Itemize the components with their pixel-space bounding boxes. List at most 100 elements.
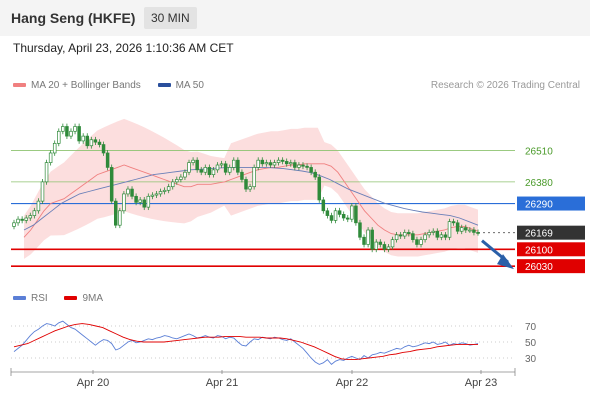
instrument-title: Hang Seng (HKFE) [11, 10, 136, 26]
candle [97, 139, 102, 148]
candle [317, 174, 322, 203]
legend-swatch-ma50 [157, 83, 171, 88]
candle [28, 212, 33, 221]
candle [203, 164, 208, 176]
candle [48, 150, 53, 166]
candle [289, 159, 293, 167]
candle [301, 162, 305, 170]
candle [329, 212, 334, 224]
level-label-26380: 26380 [525, 178, 553, 189]
candle [268, 159, 273, 168]
candle [52, 140, 57, 156]
candle [305, 163, 309, 171]
candle [36, 198, 41, 214]
candle [264, 159, 269, 167]
rsi-legend: RSI 9MA [13, 293, 117, 304]
candle [439, 231, 444, 241]
candle [199, 166, 203, 176]
legend-label-9ma: 9MA [82, 293, 104, 304]
candle [195, 157, 199, 173]
level-label-26169: 26169 [525, 229, 553, 240]
candle [370, 227, 374, 253]
legend-label-ma50: MA 50 [175, 80, 204, 91]
candle [20, 216, 24, 224]
candle [162, 187, 167, 195]
candle [109, 164, 114, 205]
candle [374, 239, 378, 253]
legend-item-9ma: 9MA [64, 293, 103, 304]
candle [191, 157, 195, 166]
level-label-26510: 26510 [525, 147, 553, 158]
candle [451, 218, 456, 226]
candle [321, 197, 326, 214]
candle [382, 241, 387, 253]
candle [402, 229, 407, 239]
candle [114, 198, 118, 229]
candle [260, 157, 265, 167]
candle [73, 123, 77, 135]
candle [69, 128, 73, 140]
candle [134, 193, 138, 206]
price-legend: MA 20 + Bollinger Bands MA 50 [13, 80, 218, 91]
rsi-9ma-line [13, 323, 478, 361]
candle [272, 159, 277, 168]
legend-swatch-rsi [13, 296, 26, 301]
candle [138, 197, 142, 206]
candle [40, 178, 45, 205]
rsi-tick-30: 30 [525, 354, 537, 365]
x-tick-label: Apr 20 [77, 377, 109, 389]
x-tick-label: Apr 22 [336, 377, 368, 389]
candle [394, 231, 399, 243]
legend-item-ma20: MA 20 + Bollinger Bands [13, 80, 141, 91]
candle [122, 191, 126, 214]
candle [423, 231, 427, 243]
candle [386, 243, 391, 253]
rsi-tick-50: 50 [525, 338, 537, 349]
candle [398, 231, 403, 239]
candle [215, 162, 220, 173]
candle [411, 230, 415, 243]
candle [459, 224, 464, 235]
candle [362, 234, 366, 248]
candle [57, 128, 61, 147]
candle [276, 157, 281, 166]
level-label-box-26169 [517, 225, 585, 240]
x-tick-label: Apr 21 [206, 377, 238, 389]
level-label-26100: 26100 [525, 245, 553, 256]
candle [158, 188, 163, 197]
candle [61, 123, 65, 135]
candle [447, 218, 452, 241]
legend-swatch-9ma [64, 296, 78, 301]
candle [146, 193, 151, 211]
candle [118, 207, 122, 229]
candle [187, 159, 191, 176]
candle [256, 157, 260, 171]
candle [154, 191, 159, 199]
legend-swatch-ma20 [13, 83, 26, 88]
candle [252, 164, 256, 190]
candle [93, 136, 98, 146]
candle [455, 219, 460, 235]
candle [166, 183, 171, 194]
candle [126, 186, 130, 197]
candle [443, 231, 448, 241]
candle [248, 183, 252, 192]
candle [223, 160, 228, 176]
candle [227, 164, 232, 176]
candle [284, 158, 289, 167]
candle [354, 203, 358, 226]
candle [32, 207, 37, 219]
candle [415, 236, 419, 248]
candle [24, 215, 28, 224]
level-label-26030: 26030 [525, 262, 553, 273]
candle [81, 133, 85, 144]
level-label-26290: 26290 [525, 200, 553, 211]
ma50-line [23, 166, 479, 231]
candle [390, 236, 395, 250]
rsi-tick-70: 70 [525, 322, 537, 333]
interval-badge[interactable]: 30 MIN [144, 7, 197, 29]
candle [472, 227, 476, 236]
candle [325, 207, 330, 219]
chart-header: Hang Seng (HKFE) 30 MIN [0, 0, 590, 36]
